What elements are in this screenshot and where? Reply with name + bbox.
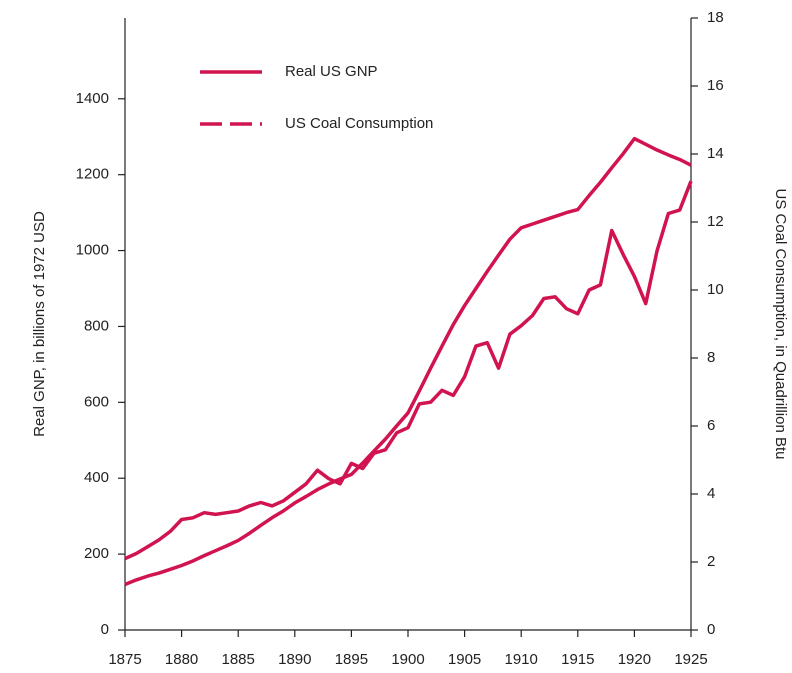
y2-axis-label: US Coal Consumption, in Quadrillion Btu <box>772 189 789 460</box>
series-line <box>124 180 693 561</box>
y2-tick-label: 0 <box>707 621 715 638</box>
y-tick-label: 1000 <box>76 242 109 259</box>
y2-tick-label: 2 <box>707 553 715 570</box>
y-tick-label: 1200 <box>76 166 109 183</box>
x-tick-label: 1885 <box>222 651 255 668</box>
x-tick-label: 1895 <box>335 651 368 668</box>
x-tick-label: 1890 <box>278 651 311 668</box>
y-tick-label: 200 <box>84 545 109 562</box>
series-line <box>124 136 692 587</box>
x-tick-label: 1920 <box>618 651 651 668</box>
y-tick-label: 800 <box>84 317 109 334</box>
x-tick-label: 1915 <box>561 651 594 668</box>
x-tick-label: 1875 <box>108 651 141 668</box>
legend-label: US Coal Consumption <box>285 115 433 132</box>
y2-tick-label: 8 <box>707 349 715 366</box>
y2-tick-label: 10 <box>707 281 724 298</box>
y-tick-label: 600 <box>84 393 109 410</box>
y2-tick-label: 16 <box>707 77 724 94</box>
x-tick-label: 1925 <box>674 651 707 668</box>
legend-label: Real US GNP <box>285 63 378 80</box>
y-tick-label: 400 <box>84 469 109 486</box>
y-axis-label: Real GNP, in billions of 1972 USD <box>31 211 48 437</box>
x-tick-label: 1910 <box>505 651 538 668</box>
x-tick-label: 1905 <box>448 651 481 668</box>
y2-tick-label: 18 <box>707 9 724 26</box>
y2-tick-label: 12 <box>707 213 724 230</box>
x-tick-label: 1880 <box>165 651 198 668</box>
y2-tick-label: 14 <box>707 145 724 162</box>
y-tick-label: 0 <box>101 621 109 638</box>
y2-tick-label: 4 <box>707 485 715 502</box>
y-tick-label: 1400 <box>76 90 109 107</box>
y2-tick-label: 6 <box>707 417 715 434</box>
x-tick-label: 1900 <box>391 651 424 668</box>
